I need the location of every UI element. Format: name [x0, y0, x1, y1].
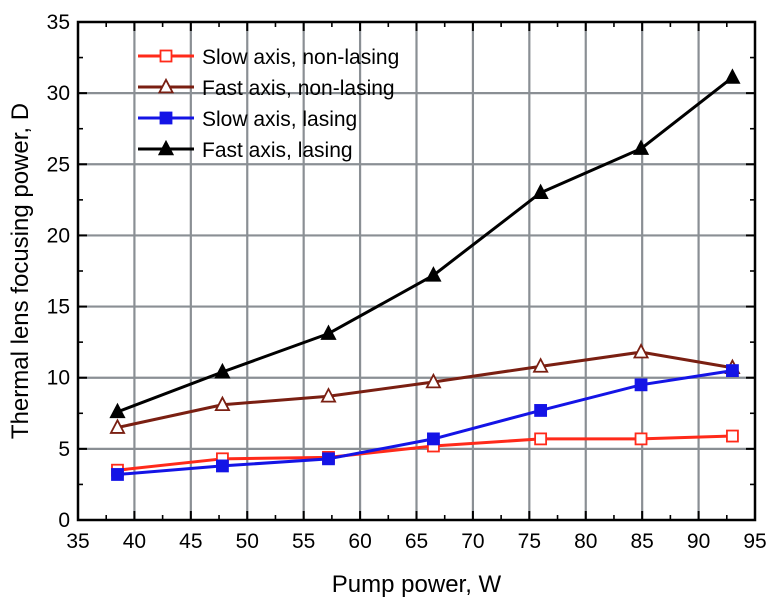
- axis-ticks: 35 40 45 50 55 60 65 70 75 80 85 90 95 0 5 10 15 20 25 30 35: [47, 11, 767, 553]
- legend-label: Fast axis, non-lasing: [202, 77, 395, 100]
- legend-marker: [159, 111, 173, 125]
- data-point: [532, 183, 549, 200]
- y-tick-label: 0: [58, 509, 70, 532]
- legend-entry: Slow axis, non-lasing: [138, 46, 399, 69]
- x-tick-label: 75: [518, 530, 541, 553]
- data-point: [634, 432, 648, 446]
- data-point: [214, 362, 231, 379]
- data-point: [534, 432, 548, 446]
- y-tick-label: 25: [47, 153, 70, 176]
- data-point: [425, 372, 442, 389]
- y-tick-label: 35: [47, 11, 70, 34]
- series-group: [109, 68, 741, 481]
- data-point: [109, 402, 126, 419]
- legend-label: Fast axis, lasing: [202, 139, 353, 162]
- y-tick-label: 10: [47, 367, 70, 390]
- legend-label: Slow axis, lasing: [202, 108, 357, 131]
- x-tick-label: 80: [574, 530, 597, 553]
- data-point: [634, 378, 648, 392]
- data-point: [632, 139, 650, 155]
- data-point: [724, 68, 741, 84]
- data-point: [320, 324, 337, 340]
- data-point: [726, 429, 739, 443]
- data-point: [532, 357, 549, 373]
- legend-label: Slow axis, non-lasing: [202, 46, 399, 69]
- series-3: [111, 364, 739, 481]
- data-point: [111, 468, 124, 481]
- plot-frame: [76, 20, 757, 522]
- x-tick-label: 40: [123, 530, 146, 553]
- series-1: [111, 429, 739, 477]
- data-point: [214, 395, 231, 412]
- x-tick-label: 60: [348, 530, 371, 553]
- data-point: [632, 342, 650, 359]
- x-tick-label: 55: [292, 530, 315, 553]
- x-tick-label: 65: [405, 530, 428, 553]
- legend-marker: [159, 49, 173, 63]
- legend-marker: [157, 139, 175, 156]
- data-point: [425, 266, 442, 282]
- data-point: [427, 432, 440, 446]
- y-tick-label: 30: [47, 82, 70, 105]
- x-tick-label: 95: [743, 530, 766, 553]
- y-axis-label: Thermal lens focusing power, D: [7, 103, 34, 439]
- x-tick-label: 50: [236, 530, 259, 553]
- x-axis-label: Pump power, W: [332, 571, 502, 598]
- series-2: [109, 342, 741, 434]
- legend-entry: Fast axis, lasing: [138, 139, 353, 162]
- series-4: [109, 68, 741, 419]
- data-point: [534, 404, 548, 417]
- data-point: [322, 452, 335, 466]
- data-point: [109, 418, 126, 434]
- legend: Slow axis, non-lasing Fast axis, non-lasi…: [138, 46, 399, 162]
- x-tick-label: 70: [461, 530, 484, 553]
- legend-entry: Fast axis, non-lasing: [138, 77, 395, 100]
- data-point: [726, 364, 739, 378]
- x-tick-label: 45: [179, 530, 202, 553]
- data-point: [216, 459, 229, 473]
- grid: [78, 22, 755, 520]
- x-tick-label: 85: [630, 530, 653, 553]
- x-tick-label: 35: [66, 530, 89, 553]
- y-tick-label: 20: [47, 224, 70, 247]
- y-tick-label: 15: [47, 296, 70, 319]
- legend-marker: [157, 77, 175, 94]
- data-point: [320, 387, 337, 403]
- x-tick-label: 90: [687, 530, 710, 553]
- legend-entry: Slow axis, lasing: [138, 108, 357, 131]
- y-tick-label: 5: [58, 438, 70, 461]
